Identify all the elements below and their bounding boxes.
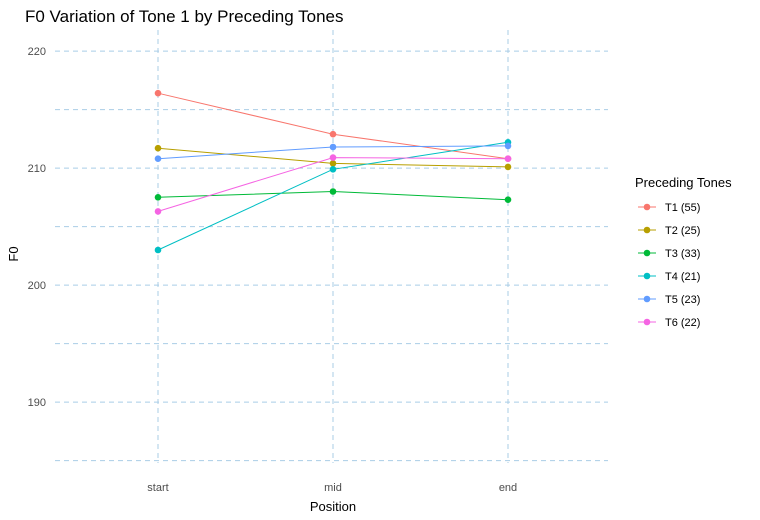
data-point	[154, 155, 162, 162]
series-lines	[154, 89, 512, 254]
legend-item: T6 (22)	[638, 317, 700, 329]
data-point	[329, 154, 337, 161]
series-2	[154, 144, 512, 171]
legend-label: T6 (22)	[665, 317, 700, 329]
x-tick-label: mid	[324, 482, 342, 494]
x-tick-label: start	[147, 482, 168, 494]
grid	[55, 30, 608, 463]
data-point	[154, 89, 162, 97]
data-point	[154, 246, 162, 254]
legend-item: T2 (25)	[638, 225, 700, 237]
data-point	[329, 130, 337, 138]
y-tick-label: 210	[28, 163, 46, 175]
y-axis-ticks: 190 200 210 220	[28, 46, 46, 409]
legend-items: T1 (55) T2 (25) T3 (33) T4 (21) T5 (23) T6 (2…	[638, 202, 700, 329]
legend-key-point	[643, 295, 651, 303]
legend-item: T5 (23)	[638, 294, 700, 306]
y-tick-label: 190	[28, 397, 46, 409]
series-6	[154, 154, 512, 215]
data-point	[154, 144, 162, 152]
series-3	[154, 188, 512, 203]
legend-item: T3 (33)	[638, 248, 700, 260]
legend-key-point	[643, 318, 651, 326]
data-point	[329, 143, 337, 151]
data-point	[329, 188, 337, 195]
legend-label: T3 (33)	[665, 248, 700, 260]
legend-label: T2 (25)	[665, 225, 700, 237]
legend-key-point	[643, 272, 651, 280]
x-axis-title: Position	[310, 499, 356, 514]
chart-title: F0 Variation of Tone 1 by Preceding Tone…	[25, 7, 343, 26]
data-point	[504, 155, 512, 162]
legend-title: Preceding Tones	[635, 175, 732, 190]
data-point	[504, 142, 512, 150]
y-tick-label: 200	[28, 280, 46, 292]
x-axis-ticks: start mid end	[147, 482, 517, 494]
legend: Preceding Tones T1 (55) T2 (25) T3 (33) T4 …	[635, 175, 732, 329]
data-point	[329, 166, 337, 173]
legend-key-point	[643, 226, 651, 234]
legend-label: T4 (21)	[665, 271, 700, 283]
legend-item: T4 (21)	[638, 271, 700, 283]
y-tick-label: 220	[28, 46, 46, 58]
series-5	[154, 142, 512, 162]
legend-label: T5 (23)	[665, 294, 700, 306]
data-point	[504, 163, 512, 171]
legend-key-point	[643, 249, 651, 257]
data-point	[154, 194, 162, 201]
data-point	[154, 208, 162, 215]
data-point	[329, 160, 337, 167]
legend-label: T1 (55)	[665, 202, 700, 214]
data-point	[504, 196, 512, 203]
legend-item: T1 (55)	[638, 202, 700, 214]
y-axis-title: F0	[6, 246, 21, 261]
legend-key-point	[643, 203, 651, 211]
x-tick-label: end	[499, 482, 517, 494]
